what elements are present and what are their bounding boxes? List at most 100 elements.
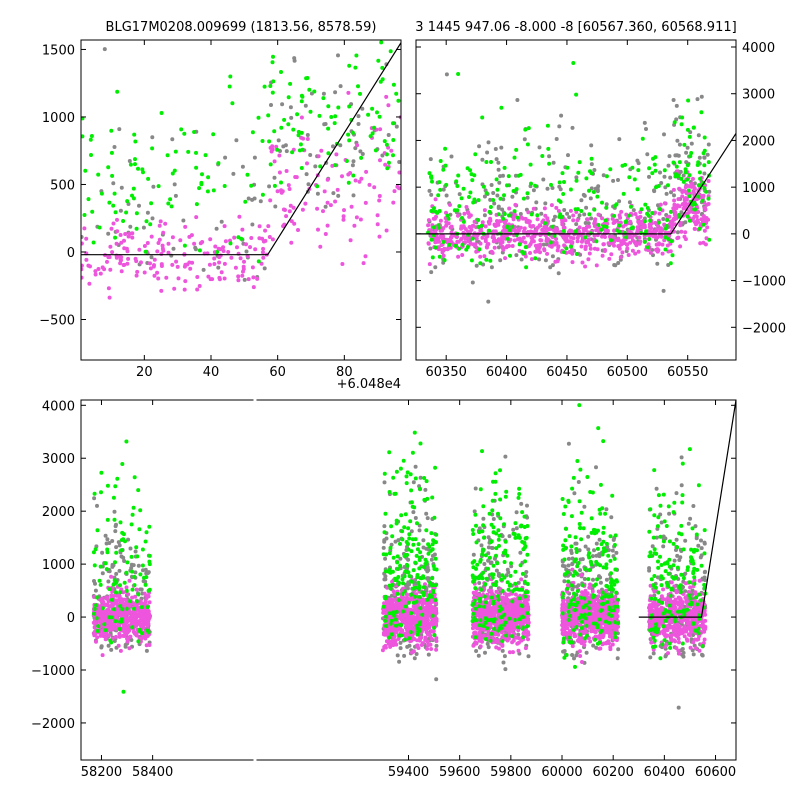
point-magenta (359, 218, 363, 222)
point-magenta (198, 284, 202, 288)
point-green (295, 112, 299, 116)
point-grey (662, 132, 666, 136)
point-green (113, 518, 117, 522)
point-green (418, 595, 422, 599)
point-magenta (133, 595, 137, 599)
point-magenta (126, 257, 130, 261)
point-magenta (416, 611, 420, 615)
point-green (94, 603, 98, 607)
point-magenta (511, 244, 515, 248)
point-green (388, 571, 392, 575)
x-tick-label: 20 (136, 365, 153, 380)
point-green (95, 616, 99, 620)
point-magenta (528, 251, 532, 255)
point-green (113, 619, 117, 623)
point-magenta (616, 237, 620, 241)
point-magenta (156, 277, 160, 281)
point-magenta (255, 277, 259, 281)
point-green (680, 116, 684, 120)
point-magenta (405, 593, 409, 597)
point-green (646, 245, 650, 249)
point-green (392, 83, 396, 87)
point-magenta (666, 244, 670, 248)
point-magenta (406, 623, 410, 627)
point-green (526, 191, 530, 195)
point-green (304, 76, 308, 80)
point-grey (574, 222, 578, 226)
point-magenta (683, 235, 687, 239)
point-magenta (222, 249, 226, 253)
point-green (424, 528, 428, 532)
point-green (148, 554, 152, 558)
point-magenta (118, 261, 122, 265)
point-magenta (93, 269, 97, 273)
point-green (489, 160, 493, 164)
point-magenta (503, 256, 507, 260)
point-magenta (224, 239, 228, 243)
point-green (98, 579, 102, 583)
point-grey (538, 145, 542, 149)
point-magenta (600, 235, 604, 239)
point-green (685, 178, 689, 182)
point-green (90, 210, 94, 214)
point-green (128, 599, 132, 603)
point-green (630, 226, 634, 230)
point-grey (106, 580, 110, 584)
point-green (609, 238, 613, 242)
point-green (288, 82, 292, 86)
point-magenta (412, 649, 416, 653)
point-grey (480, 158, 484, 162)
point-green (547, 162, 551, 166)
point-grey (120, 186, 124, 190)
point-grey (292, 56, 296, 60)
point-green (422, 565, 426, 569)
point-green (698, 170, 702, 174)
point-magenta (82, 226, 86, 230)
point-green (385, 166, 389, 170)
point-magenta (433, 217, 437, 221)
point-magenta (586, 240, 590, 244)
point-grey (697, 133, 701, 137)
point-green (290, 150, 294, 154)
point-green (266, 113, 270, 117)
point-green (504, 495, 508, 499)
point-green (148, 562, 152, 566)
point-magenta (473, 220, 477, 224)
point-grey (194, 247, 198, 251)
point-magenta (534, 228, 538, 232)
point-green (470, 258, 474, 262)
point-grey (491, 191, 495, 195)
point-magenta (108, 611, 112, 615)
point-magenta (519, 577, 523, 581)
point-magenta (383, 163, 387, 167)
point-green (526, 142, 530, 146)
point-grey (351, 163, 355, 167)
point-green (132, 187, 136, 191)
point-green (392, 556, 396, 560)
point-green (333, 114, 337, 118)
point-green (648, 219, 652, 223)
point-magenta (342, 218, 346, 222)
point-magenta (597, 213, 601, 217)
point-green (415, 600, 419, 604)
point-green (600, 201, 604, 205)
point-green (433, 245, 437, 249)
point-green (422, 585, 426, 589)
point-grey (234, 138, 238, 142)
point-grey (584, 221, 588, 225)
point-green (394, 92, 398, 96)
point-green (333, 121, 337, 125)
point-green (428, 581, 432, 585)
point-green (124, 571, 128, 575)
point-green (590, 157, 594, 161)
point-green (216, 161, 220, 165)
point-magenta (696, 210, 700, 214)
point-grey (429, 193, 433, 197)
point-green (496, 188, 500, 192)
point-magenta (315, 207, 319, 211)
point-green (482, 605, 486, 609)
point-grey (539, 212, 543, 216)
point-magenta (376, 213, 380, 217)
point-grey (259, 199, 263, 203)
point-magenta (278, 171, 282, 175)
